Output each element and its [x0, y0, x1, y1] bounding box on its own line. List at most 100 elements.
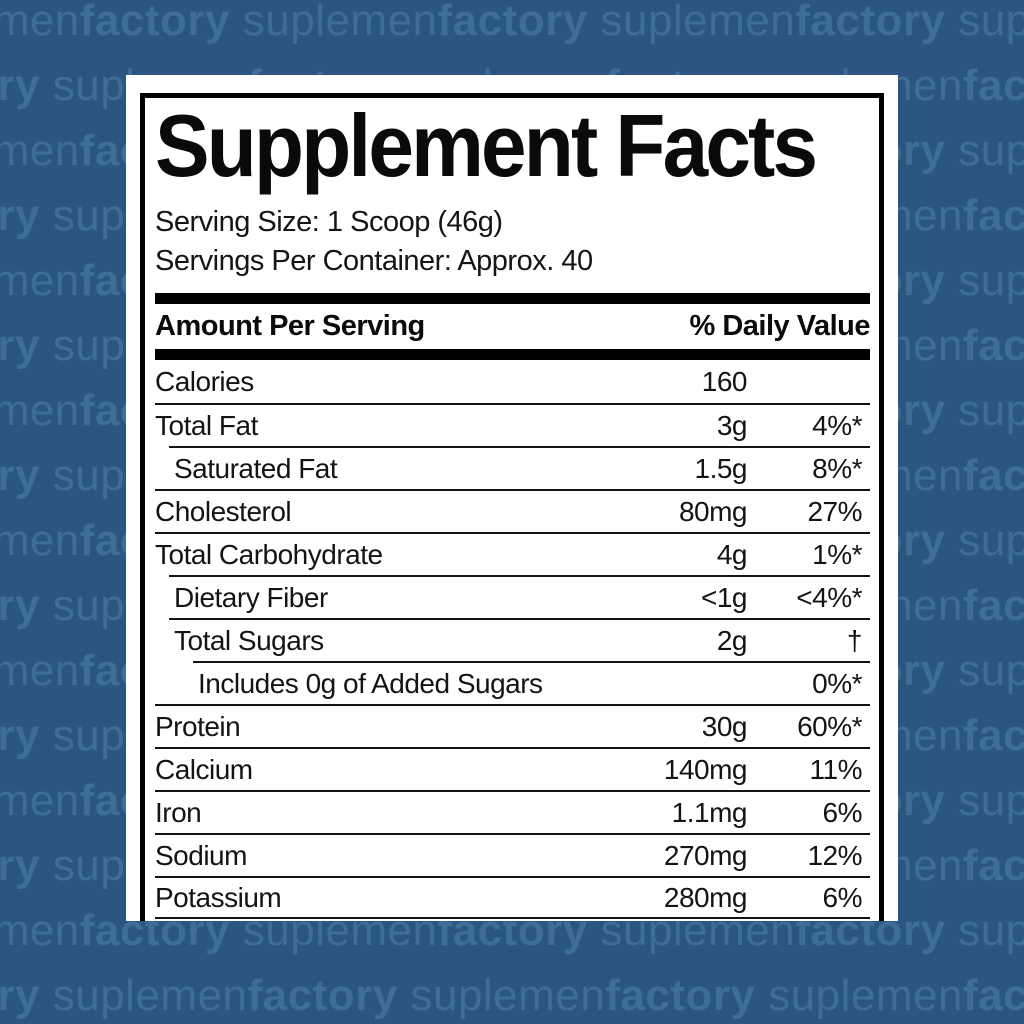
watermark-text-regular: suplemen	[0, 256, 80, 305]
row-daily-value: †	[846, 624, 863, 656]
row-daily-value: 0%*	[812, 667, 862, 699]
watermark-text-regular: suplemen	[958, 0, 1024, 45]
row-amount: <1g	[701, 581, 748, 613]
row-name: Protein	[155, 710, 241, 742]
row-amount: 2g	[716, 624, 748, 656]
table-row: Dietary Fiber <1g <4%*	[169, 575, 870, 618]
row-amount: 1.1mg	[671, 796, 748, 828]
table-row: Total Carbohydrate 4g 1%*	[155, 532, 870, 575]
watermark-text-bold: factory	[0, 191, 40, 240]
row-amount: 80mg	[678, 495, 748, 527]
watermark-row: suplemenfactory suplemenfactory suplemen…	[0, 963, 1024, 1024]
watermark-text-regular: suplemen	[768, 971, 963, 1020]
row-amount: 280mg	[663, 881, 748, 913]
watermark-text-bold: factory	[962, 451, 1024, 500]
row-daily-value: 1%*	[812, 538, 862, 570]
row-daily-value: 4%*	[812, 409, 862, 441]
facts-title: Supplement Facts	[155, 96, 818, 195]
supplement-label-card: Supplement Facts Serving Size: 1 Scoop (…	[126, 75, 898, 921]
row-amount: 4g	[716, 538, 748, 570]
row-name: Sodium	[155, 839, 247, 871]
watermark-text-regular: suplemen	[958, 386, 1024, 435]
facts-box: Supplement Facts Serving Size: 1 Scoop (…	[140, 93, 884, 921]
watermark-text-regular: suplemen	[0, 0, 80, 45]
watermark-text-bold: factory	[962, 191, 1024, 240]
row-daily-value: 60%*	[797, 710, 862, 742]
watermark-text-regular: suplemen	[958, 906, 1024, 955]
watermark-text-regular: suplemen	[958, 646, 1024, 695]
watermark-text-regular: suplemen	[958, 126, 1024, 175]
table-row: Total Sugars 2g †	[169, 618, 870, 661]
servings-per-container: Servings Per Container: Approx. 40	[155, 244, 593, 277]
watermark-text-regular: suplemen	[958, 776, 1024, 825]
watermark-text-regular: suplemen	[0, 516, 80, 565]
daily-value-header: % Daily Value	[689, 310, 871, 343]
row-name: Potassium	[155, 881, 282, 913]
serving-size: Serving Size: 1 Scoop (46g)	[155, 205, 503, 238]
watermark-text-bold: factory	[0, 321, 40, 370]
watermark-text-regular: suplemen	[0, 646, 80, 695]
row-amount: 140mg	[663, 753, 748, 785]
table-row: Sodium 270mg 12%	[155, 833, 870, 876]
row-name: Total Carbohydrate	[155, 538, 383, 570]
row-name: Total Sugars	[174, 624, 324, 656]
watermark-text-regular: suplemen	[958, 516, 1024, 565]
serving-info: Serving Size: 1 Scoop (46g) Servings Per…	[155, 203, 870, 280]
watermark-text-bold: factory	[962, 971, 1024, 1020]
table-row: Includes 0g of Added Sugars 0%*	[193, 661, 870, 704]
row-name: Total Fat	[155, 409, 258, 441]
row-name: Calories	[155, 365, 254, 397]
row-daily-value: 6%	[822, 796, 863, 828]
watermark-text-regular: suplemen	[0, 906, 80, 955]
watermark-text-bold: factory	[0, 841, 40, 890]
row-daily-value: 6%	[822, 881, 863, 913]
table-row: Potassium 280mg 6%	[155, 876, 870, 920]
watermark-text-bold: factory	[247, 971, 398, 1020]
row-amount: 160	[701, 365, 748, 397]
row-daily-value: <4%*	[796, 581, 862, 613]
watermark-text-regular: suplemen	[242, 0, 438, 45]
row-daily-value: 8%*	[812, 452, 862, 484]
watermark-text-bold: factory	[962, 61, 1024, 110]
watermark-text-bold: factory	[962, 581, 1024, 630]
watermark-text-regular: suplemen	[0, 776, 80, 825]
amount-per-serving-header: Amount Per Serving	[155, 310, 425, 343]
watermark-text-bold: factory	[962, 321, 1024, 370]
row-daily-value: 12%	[807, 839, 862, 871]
row-name: Dietary Fiber	[174, 581, 328, 613]
watermark-text-regular: suplemen	[0, 126, 80, 175]
watermark-text-bold: factory	[962, 841, 1024, 890]
watermark-text-bold: factory	[0, 61, 40, 110]
watermark-text-bold: factory	[0, 451, 40, 500]
table-row: Calcium 140mg 11%	[155, 747, 870, 790]
watermark-text-regular: suplemen	[410, 971, 606, 1020]
row-name: Includes 0g of Added Sugars	[198, 667, 543, 699]
table-row: Protein 30g 60%*	[155, 704, 870, 747]
table-row: Iron 1.1mg 6%	[155, 790, 870, 833]
row-daily-value: 11%	[809, 753, 863, 785]
watermark-text-bold: factory	[79, 0, 230, 45]
nutrient-table: Calories 160 Total Fat 3g 4%* Saturated Fat 1.…	[155, 360, 870, 920]
watermark-text-regular: suplemen	[52, 971, 248, 1020]
row-amount: 270mg	[663, 839, 748, 871]
watermark-row: suplemenfactory suplemenfactory suplemen…	[0, 898, 1024, 963]
watermark-text-bold: factory	[0, 971, 40, 1020]
row-amount: 3g	[716, 409, 748, 441]
row-name: Iron	[155, 796, 202, 828]
column-header-row: Amount Per Serving % Daily Value	[155, 304, 870, 349]
watermark-text-bold: factory	[962, 711, 1024, 760]
row-daily-value: 27%	[807, 495, 862, 527]
row-amount: 30g	[701, 710, 748, 742]
table-row: Cholesterol 80mg 27%	[155, 489, 870, 532]
table-row: Calories 160	[155, 360, 870, 403]
watermark-text-regular: suplemen	[958, 256, 1024, 305]
row-name: Calcium	[155, 753, 253, 785]
row-amount: 1.5g	[694, 452, 748, 484]
row-name: Cholesterol	[155, 495, 292, 527]
watermark-text-bold: factory	[795, 0, 946, 45]
watermark-text-bold: factory	[605, 971, 756, 1020]
watermark-row: suplemenfactory suplemenfactory suplemen…	[0, 0, 1024, 53]
watermark-text-bold: factory	[0, 711, 40, 760]
row-name: Saturated Fat	[174, 452, 338, 484]
table-row: Saturated Fat 1.5g 8%*	[169, 446, 870, 489]
